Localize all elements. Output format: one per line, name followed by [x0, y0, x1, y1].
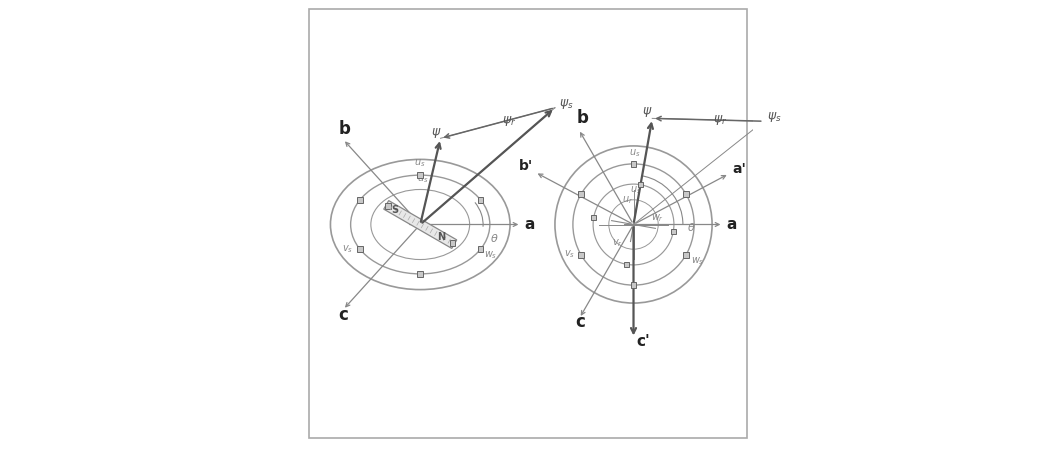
Text: $u_s$: $u_s$ — [628, 147, 640, 158]
Bar — [357, 197, 363, 203]
Text: c: c — [339, 306, 348, 324]
Bar — [624, 262, 629, 267]
Bar — [357, 246, 363, 252]
Text: $\psi_s$: $\psi_s$ — [559, 97, 573, 110]
Bar — [683, 191, 689, 197]
Text: $\psi$: $\psi$ — [431, 126, 441, 140]
Text: $u_s$: $u_s$ — [630, 184, 642, 195]
Text: $u_s$: $u_s$ — [417, 173, 429, 185]
Bar — [683, 252, 689, 258]
Text: $\theta$: $\theta$ — [687, 221, 696, 233]
Text: $u_s$: $u_s$ — [414, 157, 426, 169]
Text: c': c' — [636, 334, 649, 349]
Bar — [591, 215, 597, 220]
Text: $v_s$: $v_s$ — [564, 249, 574, 260]
Text: b: b — [577, 109, 588, 127]
Bar — [671, 229, 676, 234]
Text: $\psi_r$: $\psi_r$ — [714, 113, 728, 127]
Bar — [630, 161, 637, 167]
Text: $\theta$: $\theta$ — [490, 233, 498, 244]
Text: $\psi_s$: $\psi_s$ — [768, 110, 781, 124]
Bar — [477, 197, 484, 203]
Bar — [638, 182, 643, 187]
Text: c: c — [574, 313, 585, 331]
Text: b: b — [339, 120, 351, 138]
Bar — [385, 203, 391, 209]
Text: $v_r$: $v_r$ — [612, 238, 623, 249]
Text: $\psi$: $\psi$ — [642, 105, 653, 119]
Text: $v_s$: $v_s$ — [342, 243, 353, 255]
Text: $w_s$: $w_s$ — [484, 249, 497, 261]
Text: S: S — [392, 205, 398, 215]
Text: N: N — [437, 232, 446, 242]
Text: $\psi_r$: $\psi_r$ — [503, 114, 516, 128]
Text: $u_r$: $u_r$ — [622, 194, 634, 207]
Bar — [417, 172, 423, 178]
Text: a: a — [525, 217, 534, 232]
Text: a: a — [727, 217, 737, 232]
Bar — [450, 240, 455, 246]
Bar — [578, 191, 584, 197]
Bar — [630, 282, 637, 288]
Bar — [578, 252, 584, 258]
Text: $w_s$: $w_s$ — [691, 255, 704, 267]
Bar — [417, 271, 423, 277]
Bar — [477, 246, 484, 252]
Text: a': a' — [733, 162, 747, 176]
Text: b': b' — [520, 159, 533, 173]
Polygon shape — [383, 201, 457, 248]
Text: $w_r$: $w_r$ — [652, 213, 664, 224]
